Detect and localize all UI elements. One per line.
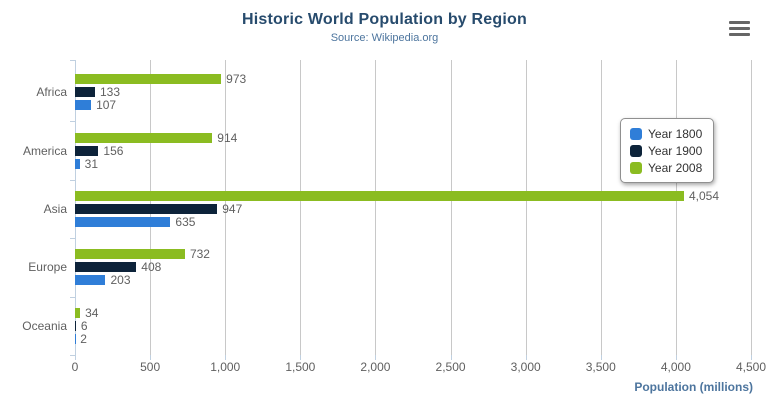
data-label: 203 [110, 273, 131, 288]
data-label: 6 [80, 318, 88, 333]
x-axis-tick [450, 355, 452, 360]
data-label: 973 [226, 72, 247, 87]
bar-africa-year-2008[interactable] [75, 74, 222, 85]
export-menu-button[interactable] [729, 21, 750, 36]
bar-asia-year-2008[interactable] [75, 191, 684, 201]
legend-symbol-year-1900 [630, 144, 642, 157]
bar-oceania-year-2008[interactable] [75, 307, 81, 318]
data-label: 133 [99, 85, 120, 100]
bar-europe-year-1800[interactable] [75, 275, 106, 286]
x-tick-label: 1,000 [210, 360, 241, 374]
legend-item-label: Year 1900 [648, 143, 703, 158]
x-tick-label: 3,500 [585, 360, 616, 374]
category-label: Asia [43, 202, 67, 216]
gridline [375, 60, 377, 355]
data-label: 914 [217, 130, 238, 145]
bar-america-year-2008[interactable] [75, 132, 213, 143]
x-tick-label: 2,000 [360, 360, 391, 374]
bar-europe-year-1900[interactable] [75, 262, 137, 273]
x-tick-label: 1,500 [285, 360, 316, 374]
bar-africa-year-1800[interactable] [75, 100, 92, 111]
gridline [675, 60, 677, 355]
x-axis-tick [300, 355, 302, 360]
bar-america-year-1900[interactable] [75, 145, 99, 156]
x-tick-label: 4,000 [660, 360, 691, 374]
data-label: 34 [85, 305, 99, 320]
x-axis-tick [150, 355, 152, 360]
legend-symbol-year-1800 [630, 127, 642, 140]
data-label: 4,054 [689, 189, 720, 203]
y-axis-tick [70, 296, 75, 298]
bar-africa-year-1900[interactable] [75, 87, 95, 98]
gridline [525, 60, 527, 355]
legend-item-year-1800[interactable]: Year 1800 [630, 125, 702, 142]
y-axis-tick [70, 179, 75, 181]
legend-item-label: Year 2008 [648, 160, 703, 175]
data-label: 107 [96, 98, 117, 113]
category-label: Africa [36, 85, 67, 100]
hamburger-icon [729, 21, 750, 24]
data-label: 635 [175, 215, 196, 229]
gridline [225, 60, 227, 355]
chart-title: Historic World Population by Region [242, 11, 527, 28]
category-label: Europe [28, 260, 67, 275]
bar-europe-year-2008[interactable] [75, 249, 185, 260]
hamburger-icon [729, 27, 750, 30]
gridline [450, 60, 452, 355]
data-label: 408 [141, 260, 162, 275]
data-label: 947 [222, 202, 243, 216]
legend-item-year-1900[interactable]: Year 1900 [630, 142, 702, 159]
legend-item-label: Year 1800 [648, 126, 703, 141]
category-label: America [22, 143, 67, 158]
x-tick-label: 4,500 [735, 360, 767, 374]
data-label: 156 [103, 143, 124, 158]
gridline [751, 60, 752, 355]
bar-asia-year-1900[interactable] [75, 204, 218, 214]
bar-oceania-year-1900[interactable] [75, 320, 76, 331]
legend-item-year-2008[interactable]: Year 2008 [630, 159, 702, 176]
data-label: 732 [189, 247, 210, 262]
x-axis-tick [375, 355, 377, 360]
data-label: 2 [80, 331, 87, 346]
x-tick-label: 0 [71, 360, 79, 374]
x-axis-title: Population (millions) [634, 380, 753, 394]
gridline [300, 60, 302, 355]
x-axis-tick [75, 355, 76, 360]
bar-america-year-1800[interactable] [75, 158, 80, 169]
legend: Year 1800 Year 1900 Year 2008 [620, 118, 715, 183]
legend-symbol-year-2008 [630, 161, 642, 174]
x-tick-label: 2,500 [435, 360, 466, 374]
chart-subtitle: Source: Wikipedia.org [330, 32, 439, 44]
category-label: Oceania [22, 318, 67, 333]
x-axis-tick [525, 355, 527, 360]
x-axis-tick [600, 355, 602, 360]
data-label: 31 [84, 156, 99, 171]
x-axis-tick [675, 355, 677, 360]
gridline [600, 60, 602, 355]
hamburger-icon [729, 33, 750, 36]
x-tick-label: 3,000 [510, 360, 541, 374]
x-tick-label: 500 [140, 360, 161, 374]
y-axis-tick [70, 355, 75, 356]
y-axis-tick [70, 238, 75, 240]
x-axis-tick [751, 355, 752, 360]
y-axis-tick [70, 121, 75, 123]
y-axis-tick [70, 60, 75, 61]
bar-asia-year-1800[interactable] [75, 217, 171, 227]
x-axis-tick [225, 355, 227, 360]
